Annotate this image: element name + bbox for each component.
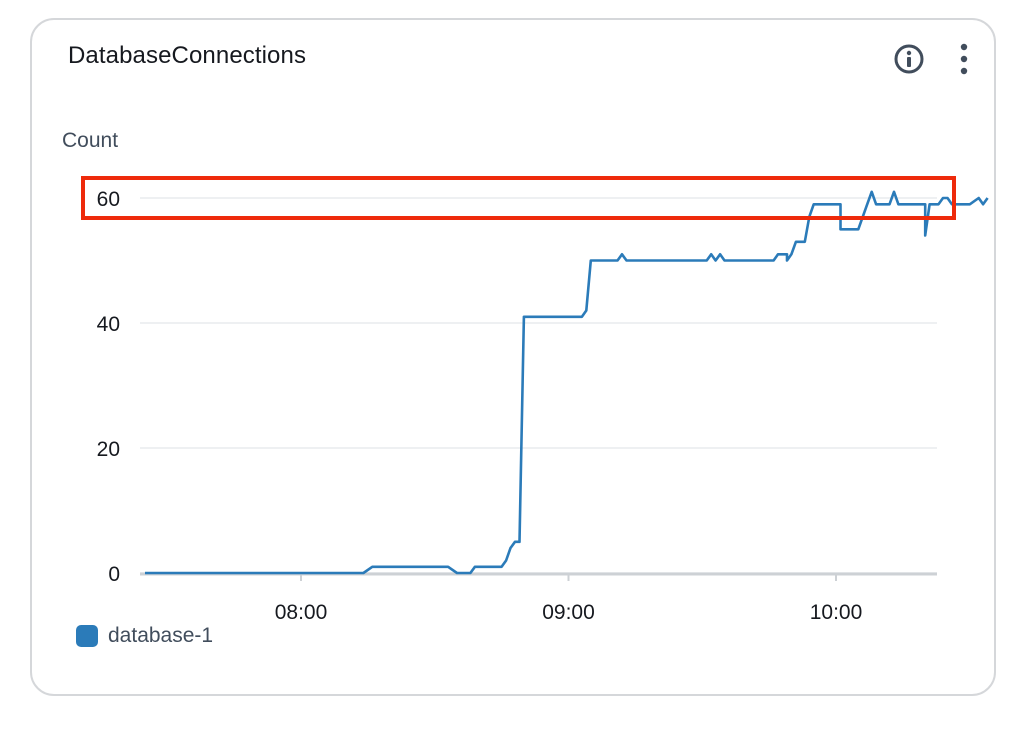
database-connections-widget: DatabaseConnections [30,18,996,696]
info-circle-icon [894,44,924,74]
y-tick-label: 60 [97,188,120,211]
x-tick-label: 08:00 [275,601,328,624]
x-axis-ticks: 08:00 09:00 10:00 [275,573,863,624]
series-line-database-1 [145,190,989,575]
y-tick-label: 0 [108,563,120,586]
info-button[interactable] [894,44,924,74]
highlight-box-60 [81,176,956,220]
y-tick-label: 40 [97,313,120,336]
legend-swatch-database-1 [76,625,98,647]
x-tick-label: 10:00 [810,601,863,624]
grid-lines [140,197,937,574]
vertical-ellipsis-icon [960,43,968,75]
x-tick-label: 09:00 [542,601,595,624]
legend-label-database-1: database-1 [108,624,214,647]
y-tick-label: 20 [97,438,120,461]
more-options-button[interactable] [954,42,974,76]
y-axis-label: Count [62,129,118,152]
legend[interactable]: database-1 [76,624,213,648]
widget-title: DatabaseConnections [68,42,307,69]
y-axis-ticks: 0 20 40 60 [97,188,120,586]
